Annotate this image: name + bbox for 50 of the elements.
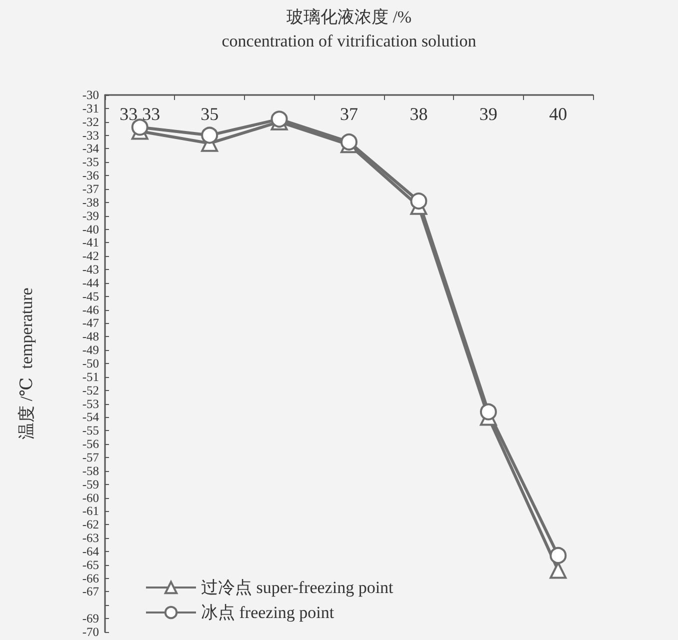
y-tick-label: -31: [82, 101, 99, 116]
y-tick-label: -59: [82, 477, 99, 492]
y-tick-label: -67: [82, 584, 99, 599]
y-tick-label: -47: [82, 316, 99, 330]
x-tick-label: 35: [200, 104, 219, 124]
y-tick-label: -61: [82, 504, 99, 518]
x-tick-label: 40: [549, 104, 568, 124]
y-tick-label: -56: [82, 437, 99, 452]
y-tick-label: -32: [82, 114, 99, 129]
x-tick-label: 33 33: [120, 104, 160, 124]
y-tick-label: -43: [82, 262, 99, 277]
y-tick-label: -40: [82, 222, 99, 236]
x-tick-label: 37: [340, 104, 358, 124]
y-tick-label: -37: [82, 182, 99, 196]
y-tick-label: -48: [82, 330, 99, 344]
y-tick-label: -50: [82, 356, 99, 370]
y-tick-label: -62: [82, 518, 99, 532]
y-tick-label: -39: [82, 208, 99, 223]
y-tick-label: -60: [82, 490, 99, 505]
y-tick-label: -57: [82, 450, 99, 464]
x-axis-title: 玻璃化液浓度 /% concentration of vitrification solution: [222, 8, 477, 50]
y-tick-label: -42: [82, 249, 99, 264]
y-tick-label: -70: [82, 625, 99, 639]
y-tick-label: -53: [82, 396, 99, 411]
y-tick-label: -55: [82, 424, 99, 438]
y-tick-label: -46: [82, 302, 99, 317]
y-tick-label: -33: [82, 128, 99, 142]
y-tick-label: -69: [82, 612, 99, 626]
y-tick-label: -54: [82, 410, 100, 424]
y-tick-label: -36: [82, 168, 99, 183]
x-tick-label: 39: [479, 104, 498, 124]
x-tick-label: 38: [410, 104, 428, 124]
y-tick-label: -52: [82, 383, 99, 398]
y-tick-label: -38: [82, 195, 99, 210]
y-tick-label: -66: [82, 571, 99, 586]
y-tick-label: -35: [82, 155, 99, 170]
y-tick-label: -44: [82, 276, 100, 290]
legend-label: 冰点 freezing point: [201, 603, 334, 622]
y-tick-label: -58: [82, 464, 99, 478]
y-tick-label: -49: [82, 343, 99, 358]
y-tick-label: -65: [82, 558, 99, 572]
y-tick-label: -41: [82, 236, 99, 250]
legend-label: 过冷点 super-freezing point: [201, 578, 394, 597]
y-tick-label: -34: [82, 142, 100, 156]
y-tick-label: -51: [82, 370, 99, 384]
y-tick-label: -63: [82, 531, 99, 546]
y-axis-title: 温度 /℃ temperature: [17, 288, 36, 440]
y-tick-label: -64: [82, 544, 100, 558]
y-tick-label: -45: [82, 289, 99, 304]
y-tick-label: -30: [82, 88, 99, 102]
